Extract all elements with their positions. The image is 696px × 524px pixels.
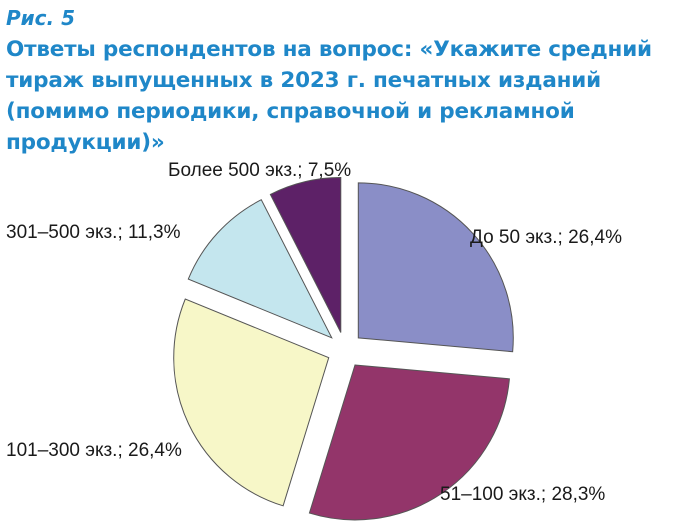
slice-label-2: 51–100 экз.; 28,3%: [440, 484, 605, 505]
pie-slice-4: [187, 199, 333, 339]
slice-label-1: До 50 экз.; 26,4%: [470, 227, 622, 248]
pie-slice-2: [308, 364, 510, 521]
figure-label: Рис. 5: [6, 6, 76, 30]
slice-label-4: 301–500 экз.; 11,3%: [6, 222, 181, 243]
slice-label-3: 101–300 экз.; 26,4%: [6, 440, 182, 461]
pie-slice-1: [357, 182, 514, 353]
pie-slice-5: [269, 176, 342, 333]
pie-slice-3: [173, 298, 330, 507]
slice-label-5: Более 500 экз.; 7,5%: [168, 160, 351, 181]
chart-title: Ответы респондентов на вопрос: «Укажите …: [6, 37, 652, 155]
